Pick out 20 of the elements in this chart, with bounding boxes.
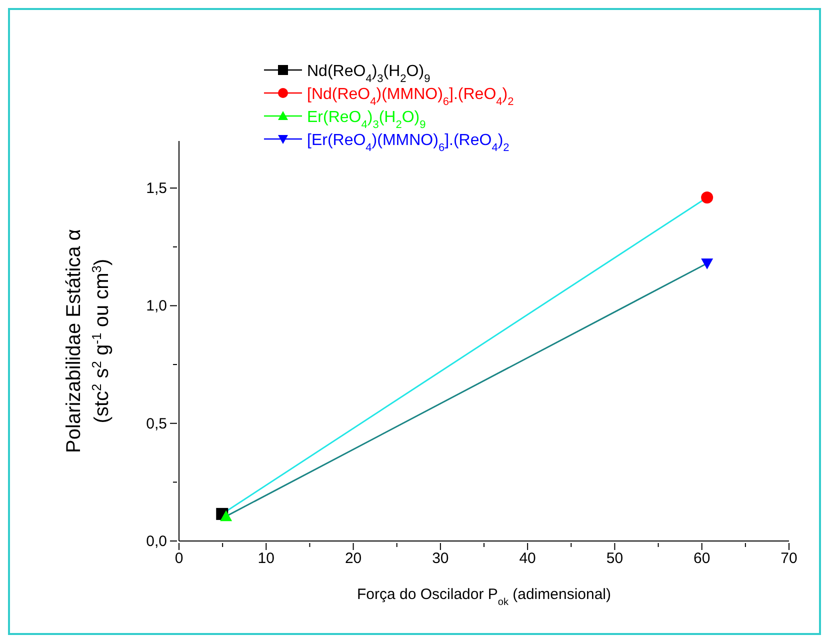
y-tick-label: 0,0 xyxy=(146,533,167,550)
legend-label: Er(ReO$_{4}$)$_{3}$(H$_{2}$O)$_{9}$ xyxy=(307,109,426,131)
x-tick-label: 10 xyxy=(258,550,274,567)
x-tick-label: 0 xyxy=(174,550,184,567)
point xyxy=(701,258,714,270)
y-tick-label: 1,0 xyxy=(146,298,167,315)
point xyxy=(220,510,232,522)
x-tick-label: 20 xyxy=(344,550,362,567)
y-tick-label: 1,5 xyxy=(146,180,167,198)
x-tick-label: 70 xyxy=(780,550,798,567)
x-tick-label: 40 xyxy=(519,550,536,567)
x-tick-label: 60 xyxy=(694,550,710,567)
x-tick-label: 50 xyxy=(606,550,624,567)
y-tick-label: 0,5 xyxy=(146,415,167,432)
x-axis-title: Força do Oscilador P$_{ok}$ (adimensional) xyxy=(357,586,612,608)
legend-label: [Nd(ReO$_{4}$)(MMNO)$_{6}$].(ReO$_{4}$)$_{2}$ xyxy=(307,86,514,108)
legend-label: Nd(ReO$_{4}$)$_{3}$(H$_{2}$O)$_{9}$ xyxy=(307,63,430,85)
x-tick-label: 30 xyxy=(432,550,449,567)
point xyxy=(701,191,714,204)
legend-label: [Er(ReO$_{4}$)(MMNO)$_{6}$].(ReO$_{4}$)$_{2}$ xyxy=(307,132,510,154)
